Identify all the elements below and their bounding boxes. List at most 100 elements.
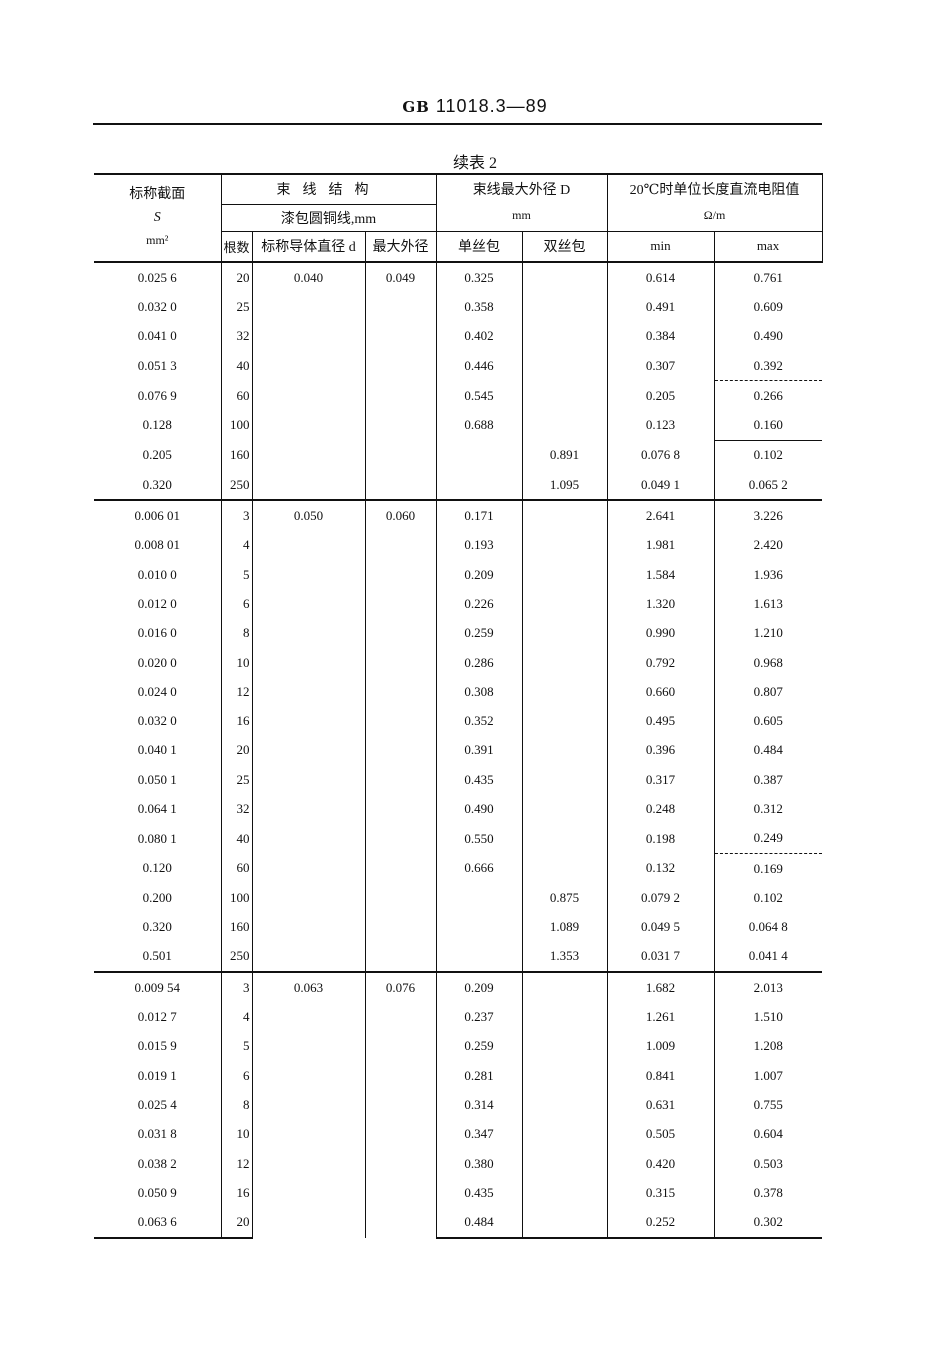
cell-double	[521, 1207, 607, 1239]
standard-number: 11018.3—89	[435, 96, 548, 116]
table-row: 0.320 250 1.095 0.049 1 0.065 2	[94, 470, 823, 501]
cell-double	[521, 677, 607, 707]
cell-section: 0.041 0	[137, 328, 177, 344]
cell-min: 0.252	[606, 1207, 714, 1239]
table-row: 0.501 250 1.353 0.031 7 0.041 4	[94, 941, 823, 973]
cell-section: 0.063 6	[94, 1207, 221, 1239]
cell-max: 0.266	[713, 380, 823, 411]
cell-max: 0.041 4	[713, 941, 823, 973]
cell-count: 5	[220, 559, 252, 590]
header-enamelled-wire: 漆包圆铜线,mm	[220, 204, 437, 232]
cell-double	[521, 735, 607, 766]
table-row: 0.015 9 5 0.259 1.009 1.208	[94, 1031, 823, 1062]
cell-double	[521, 1031, 607, 1062]
cell-min: 0.315	[606, 1178, 714, 1208]
cell-max: 0.807	[713, 677, 823, 707]
cell-double	[521, 499, 607, 531]
table-row: 0.008 01 4 0.193 1.981 2.420	[94, 530, 823, 560]
cell-section: 0.006 01	[94, 499, 221, 531]
cell-min: 0.248	[606, 794, 714, 824]
cell-max: 0.761	[713, 260, 823, 293]
cell-section: 0.025 4	[137, 1096, 177, 1112]
header-double: 双丝包	[521, 231, 608, 262]
cell-double	[521, 380, 607, 411]
cell-section: 0.012 7	[137, 1009, 177, 1025]
cell-single: 0.358	[435, 292, 522, 322]
cell-min: 1.682	[606, 971, 714, 1003]
table-row: 0.050 1 25 0.435 0.317 0.387	[94, 765, 823, 795]
table-row: 0.032 0 16 0.352 0.495 0.605	[94, 706, 823, 736]
cell-section: 0.020 0	[137, 654, 177, 670]
cell-max: 1.936	[713, 559, 823, 590]
cell-max: 0.160	[713, 410, 823, 441]
cell-max-od: 0.049	[364, 260, 436, 501]
cell-max: 0.102	[713, 883, 823, 913]
cell-max: 0.392	[713, 350, 823, 382]
header-max-od: 最大外径	[364, 231, 437, 262]
cell-nominal-d: 0.040	[251, 260, 365, 501]
cell-double	[521, 1178, 607, 1208]
cell-count: 160	[220, 912, 252, 942]
cell-single: 0.209	[435, 971, 522, 1003]
cell-count: 25	[220, 292, 252, 322]
cell-single	[435, 912, 522, 942]
cell-min: 0.660	[606, 677, 714, 707]
cell-section: 0.009 54	[94, 971, 221, 1003]
cell-min: 0.495	[606, 706, 714, 736]
cell-max-od: 0.060	[364, 499, 436, 973]
cell-max: 0.503	[713, 1148, 823, 1179]
cell-min: 1.261	[606, 1002, 714, 1032]
header-single: 单丝包	[435, 231, 523, 262]
cell-single: 0.446	[435, 350, 522, 381]
cell-min: 1.320	[606, 589, 714, 619]
cell-single: 0.237	[435, 1002, 522, 1032]
table-row: 0.040 1 20 0.391 0.396 0.484	[94, 735, 823, 766]
table-row: 0.076 9 60 0.545 0.205 0.266	[94, 380, 823, 411]
cell-section: 0.064 1	[137, 800, 177, 816]
cell-max: 0.609	[713, 292, 823, 322]
table-row: 0.006 01 3 0.050 0.060 0.171 2.641 3.226	[94, 499, 823, 973]
cell-count: 6	[220, 1061, 252, 1091]
cell-double: 1.089	[521, 912, 607, 942]
cell-section: 0.010 0	[137, 566, 177, 582]
cell-double	[521, 647, 607, 678]
cell-double: 1.095	[521, 470, 607, 501]
cell-section: 0.032 0	[137, 298, 177, 314]
cell-count: 12	[220, 677, 252, 707]
cell-single: 0.314	[435, 1090, 522, 1120]
cell-min: 1.584	[606, 559, 714, 590]
cell-section: 0.032 0	[137, 713, 177, 729]
cell-single: 0.352	[435, 706, 522, 736]
cell-double	[521, 559, 607, 590]
cell-double	[521, 1002, 607, 1032]
cell-double	[521, 530, 607, 560]
cell-count: 100	[220, 410, 252, 441]
section-label: 标称截面	[129, 187, 186, 202]
cell-section: 0.205	[142, 447, 172, 463]
cell-section: 0.008 01	[134, 537, 181, 553]
table-row: 0.050 9 16 0.435 0.315 0.378	[94, 1178, 823, 1208]
cell-max: 0.169	[713, 853, 823, 884]
cell-count: 20	[220, 260, 252, 293]
cell-max: 0.755	[713, 1090, 823, 1120]
cell-section: 0.025 6	[94, 260, 221, 293]
table-row: 0.009 54 3 0.063 0.076 0.209 1.682 2.013	[94, 971, 823, 1238]
cell-single: 0.484	[435, 1207, 522, 1239]
cell-single: 0.347	[435, 1119, 522, 1149]
table-row: 0.032 0 25 0.358 0.491 0.609	[94, 292, 823, 322]
cell-count: 16	[220, 1178, 252, 1208]
cell-single: 0.380	[435, 1148, 522, 1179]
header-structure: 束线结构	[220, 173, 437, 205]
cell-count: 4	[220, 1002, 252, 1032]
cell-section: 0.501	[142, 948, 172, 964]
table-row: 0.205 160 0.891 0.076 8 0.102	[94, 440, 823, 471]
cell-single: 0.286	[435, 647, 522, 678]
cell-max: 0.387	[713, 765, 823, 795]
cell-double	[521, 260, 607, 293]
cell-single: 0.550	[435, 823, 522, 854]
cell-double	[521, 350, 607, 381]
table-row: 0.024 0 12 0.308 0.660 0.807	[94, 677, 823, 707]
cell-nominal-d: 0.050	[251, 499, 365, 973]
table-row: 0.012 0 6 0.226 1.320 1.613	[94, 589, 823, 619]
